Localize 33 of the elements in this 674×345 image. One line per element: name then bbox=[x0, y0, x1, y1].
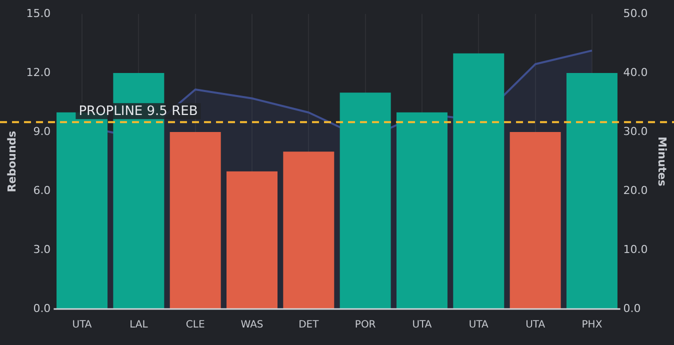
bar bbox=[453, 53, 504, 309]
y2-tick-label: 30.0 bbox=[623, 124, 648, 138]
y2-axis-title: Minutes bbox=[656, 136, 669, 187]
x-tick-label: POR bbox=[354, 320, 376, 331]
bar bbox=[170, 132, 221, 309]
x-tick-label: CLE bbox=[186, 320, 205, 331]
x-tick-label: DET bbox=[298, 320, 320, 331]
x-tick-label: UTA bbox=[526, 320, 546, 331]
y2-tick-label: 50.0 bbox=[623, 6, 648, 20]
y-tick-label: 3.0 bbox=[33, 242, 51, 256]
y2-tick-label: 0.0 bbox=[623, 302, 641, 315]
x-tick-label: WAS bbox=[240, 320, 264, 331]
ref-line-label: PROPLINE 9.5 REB bbox=[78, 104, 198, 120]
bar bbox=[226, 171, 278, 309]
y-tick-label: 6.0 bbox=[33, 184, 51, 197]
bar bbox=[510, 132, 561, 309]
y-axis-title: Rebounds bbox=[5, 130, 18, 192]
x-tick-label: UTA bbox=[412, 320, 432, 331]
bar bbox=[566, 73, 618, 309]
y-tick-label: 9.0 bbox=[33, 124, 51, 138]
x-tick-label: PHX bbox=[582, 320, 602, 331]
y-tick-label: 15.0 bbox=[26, 6, 51, 20]
x-tick-label: LAL bbox=[130, 320, 148, 331]
y-tick-label: 12.0 bbox=[26, 66, 51, 79]
y2-tick-label: 40.0 bbox=[623, 66, 648, 79]
bar bbox=[340, 92, 391, 309]
y2-tick-label: 20.0 bbox=[623, 184, 648, 197]
y-tick-label: 0.0 bbox=[33, 302, 51, 315]
y2-tick-label: 10.0 bbox=[623, 242, 648, 256]
bar bbox=[396, 112, 448, 309]
bar bbox=[283, 152, 334, 309]
x-tick-label: UTA bbox=[468, 320, 489, 331]
x-tick-label: UTA bbox=[72, 320, 92, 331]
